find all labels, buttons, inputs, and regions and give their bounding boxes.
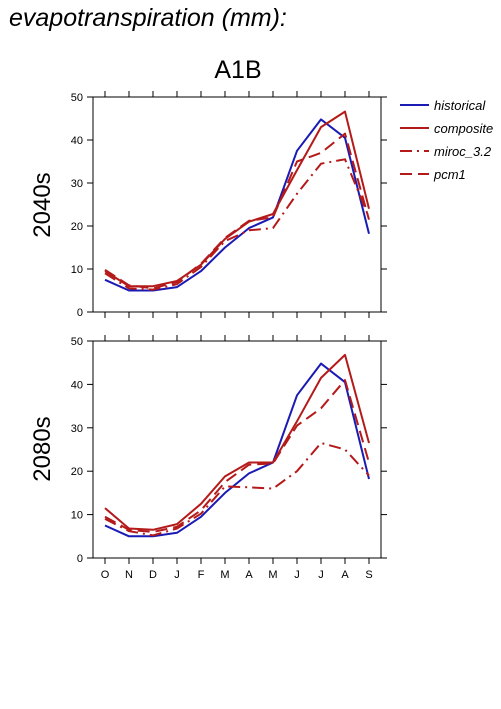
- series-line-composite: [104, 353, 370, 531]
- series-line-pcm1: [104, 379, 370, 533]
- scenario-label: A1B: [214, 56, 262, 84]
- plot-frame: [92, 340, 382, 559]
- y-tick-label: 30: [71, 178, 83, 190]
- y-tick-label: 0: [77, 553, 83, 565]
- series-line-historical: [104, 362, 370, 538]
- y-tick-label: 0: [77, 307, 83, 319]
- x-tick-label: M: [268, 569, 277, 581]
- legend: historical composite miroc_3.2 pcm1: [400, 98, 493, 182]
- y-tick-label: 10: [71, 264, 83, 276]
- x-tick-label: J: [318, 569, 324, 581]
- y-tick-label: 20: [71, 466, 83, 478]
- x-tick-label: N: [125, 569, 133, 581]
- series-line-composite: [104, 110, 370, 288]
- y-tick-label: 30: [71, 423, 83, 435]
- x-tick-label: M: [220, 569, 229, 581]
- x-tick-label: A: [341, 569, 349, 581]
- series-line-miroc_3.2: [104, 158, 370, 291]
- legend-label-miroc_3.2: miroc_3.2: [434, 144, 492, 159]
- x-tick-label: J: [294, 569, 300, 581]
- figure-title: evapotranspiration (mm):: [9, 4, 287, 32]
- x-tick-label: J: [174, 569, 180, 581]
- panel-label: 2040s: [29, 172, 56, 237]
- panel-2080s: 0 10 20 30 40 50 O N D J F M A M J J A S 2080s: [29, 335, 387, 581]
- x-tick-label: D: [149, 569, 157, 581]
- x-tick-label: O: [101, 569, 110, 581]
- panel-2040s: 0 10 20 30 40 50 2040s: [29, 91, 387, 319]
- x-tick-label: A: [245, 569, 253, 581]
- legend-label-historical: historical: [434, 98, 486, 113]
- panel-label: 2080s: [29, 416, 56, 481]
- legend-label-composite: composite: [434, 121, 493, 136]
- series-line-pcm1: [104, 132, 370, 290]
- y-tick-label: 20: [71, 221, 83, 233]
- y-tick-label: 10: [71, 510, 83, 522]
- series-line-historical: [104, 118, 370, 292]
- y-tick-label: 40: [71, 379, 83, 391]
- y-tick-label: 50: [71, 336, 83, 348]
- series-line-miroc_3.2: [104, 442, 370, 537]
- x-tick-label: F: [198, 569, 205, 581]
- x-tick-label: S: [365, 569, 372, 581]
- plot-frame: [92, 96, 382, 313]
- y-tick-label: 50: [71, 92, 83, 104]
- y-tick-label: 40: [71, 135, 83, 147]
- legend-label-pcm1: pcm1: [433, 167, 466, 182]
